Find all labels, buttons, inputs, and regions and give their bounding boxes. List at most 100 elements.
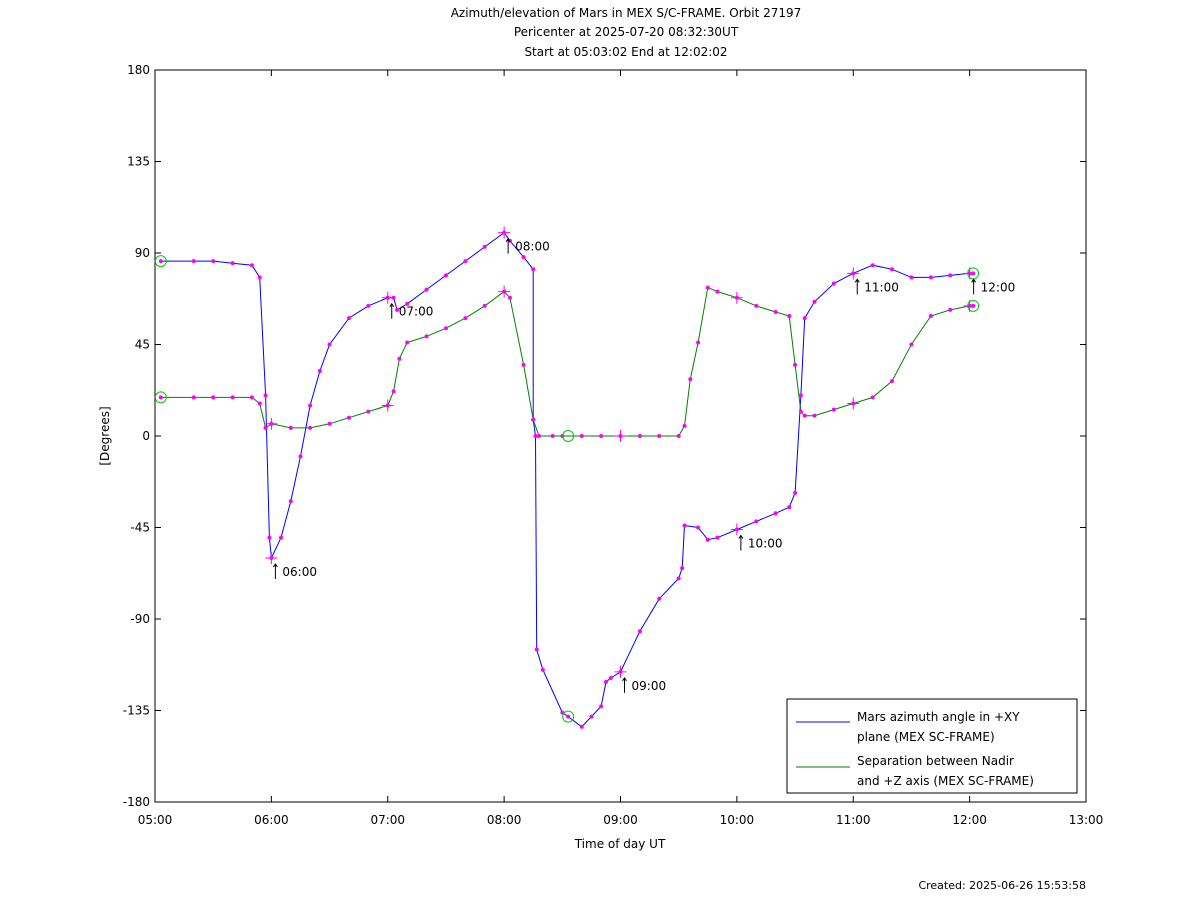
chart-title-line-1: Azimuth/elevation of Mars in MEX S/C-FRA… — [451, 6, 802, 20]
hour-annotation-label: 09:00 — [632, 679, 667, 693]
plus-marker — [730, 523, 743, 536]
hour-annotation-arrow — [971, 278, 977, 295]
data-point — [191, 259, 196, 264]
hour-annotation-arrow — [738, 534, 744, 551]
created-timestamp: Created: 2025-06-26 15:53:58 — [918, 879, 1086, 892]
hour-annotation-arrow — [854, 278, 860, 295]
endpoint-circle-marker — [154, 255, 167, 268]
data-point — [754, 303, 759, 308]
data-point — [870, 263, 875, 268]
data-point — [637, 434, 642, 438]
data-point — [603, 680, 608, 685]
x-tick-label: 12:00 — [952, 813, 987, 827]
data-point — [705, 285, 710, 290]
data-point — [637, 629, 642, 634]
data-point — [798, 393, 803, 398]
y-tick-label: -45 — [130, 521, 150, 535]
data-point — [870, 395, 875, 400]
data-point — [534, 647, 539, 652]
data-point — [279, 535, 284, 540]
data-point — [531, 417, 536, 422]
hour-annotation-arrow — [389, 302, 395, 319]
endpoint-circle-marker — [154, 391, 167, 404]
data-point — [397, 356, 402, 361]
data-point — [537, 434, 542, 438]
data-point — [249, 263, 254, 268]
data-point — [793, 362, 798, 367]
x-tick-label: 09:00 — [603, 813, 638, 827]
data-point — [230, 395, 235, 400]
hour-annotation-arrow — [272, 563, 278, 579]
data-point — [680, 566, 685, 571]
x-tick-label: 05:00 — [138, 813, 173, 827]
data-point — [482, 303, 487, 308]
data-point — [579, 434, 584, 438]
data-point — [424, 287, 429, 292]
data-point — [909, 275, 914, 280]
data-point — [346, 415, 351, 420]
data-point — [608, 675, 613, 680]
legend: Mars azimuth angle in +XY plane (MEX SC-… — [786, 698, 1078, 794]
data-point — [928, 275, 933, 280]
hour-annotation-label: 08:00 — [515, 240, 550, 254]
plus-marker — [847, 267, 860, 280]
data-point — [890, 267, 895, 272]
data-point — [531, 267, 536, 272]
data-point — [327, 342, 332, 347]
x-tick-label: 07:00 — [370, 813, 405, 827]
data-point — [317, 368, 322, 373]
data-point — [705, 537, 710, 542]
data-point — [391, 389, 396, 394]
data-point — [890, 379, 895, 384]
data-point — [327, 421, 332, 426]
x-axis: 05:00 06:00 07:00 08:00 09:00 10:00 11:00 12:00… — [138, 70, 1103, 827]
plus-marker — [381, 399, 394, 412]
y-tick-label: -180 — [123, 795, 150, 809]
data-point — [787, 314, 792, 319]
plus-marker — [730, 291, 743, 304]
hour-annotation-label: 11:00 — [864, 280, 899, 294]
x-tick-label: 08:00 — [487, 813, 522, 827]
data-point — [948, 307, 953, 312]
legend-label-azimuth-line-1: Mars azimuth angle in +XY — [857, 710, 1020, 724]
data-point — [288, 425, 293, 430]
plus-marker — [847, 397, 860, 410]
hour-annotation-arrow — [505, 237, 511, 254]
hour-annotation-arrow — [622, 676, 627, 693]
data-point — [249, 395, 254, 400]
data-point — [211, 395, 216, 400]
data-point — [463, 259, 468, 264]
data-point — [395, 307, 400, 312]
data-point — [230, 261, 235, 266]
data-point — [521, 362, 526, 367]
x-tick-label: 10:00 — [720, 813, 755, 827]
data-point — [657, 434, 662, 438]
plus-marker — [498, 226, 511, 239]
data-point — [948, 273, 953, 278]
series-line-0 — [160, 231, 974, 728]
y-tick-label: 90 — [135, 246, 150, 260]
data-point — [696, 525, 701, 530]
legend-box — [786, 698, 1078, 794]
data-point — [812, 299, 817, 304]
data-point — [928, 314, 933, 319]
data-point — [482, 244, 487, 249]
data-point — [521, 255, 526, 260]
data-point — [657, 596, 662, 601]
data-point — [579, 724, 584, 729]
hour-annotation-label: 12:00 — [981, 280, 1016, 294]
data-point — [405, 340, 410, 345]
data-point — [366, 409, 371, 414]
data-point — [424, 334, 429, 339]
marker-layer — [154, 226, 980, 729]
data-point — [802, 316, 807, 321]
data-point — [298, 454, 303, 459]
data-point — [676, 434, 681, 438]
data-point — [346, 316, 351, 321]
series-layer — [160, 231, 974, 728]
y-tick-label: 180 — [127, 63, 150, 77]
data-point — [909, 342, 914, 347]
y-tick-label: 135 — [127, 155, 150, 169]
legend-label-azimuth-line-2: plane (MEX SC-FRAME) — [857, 730, 995, 744]
data-point — [773, 309, 778, 314]
